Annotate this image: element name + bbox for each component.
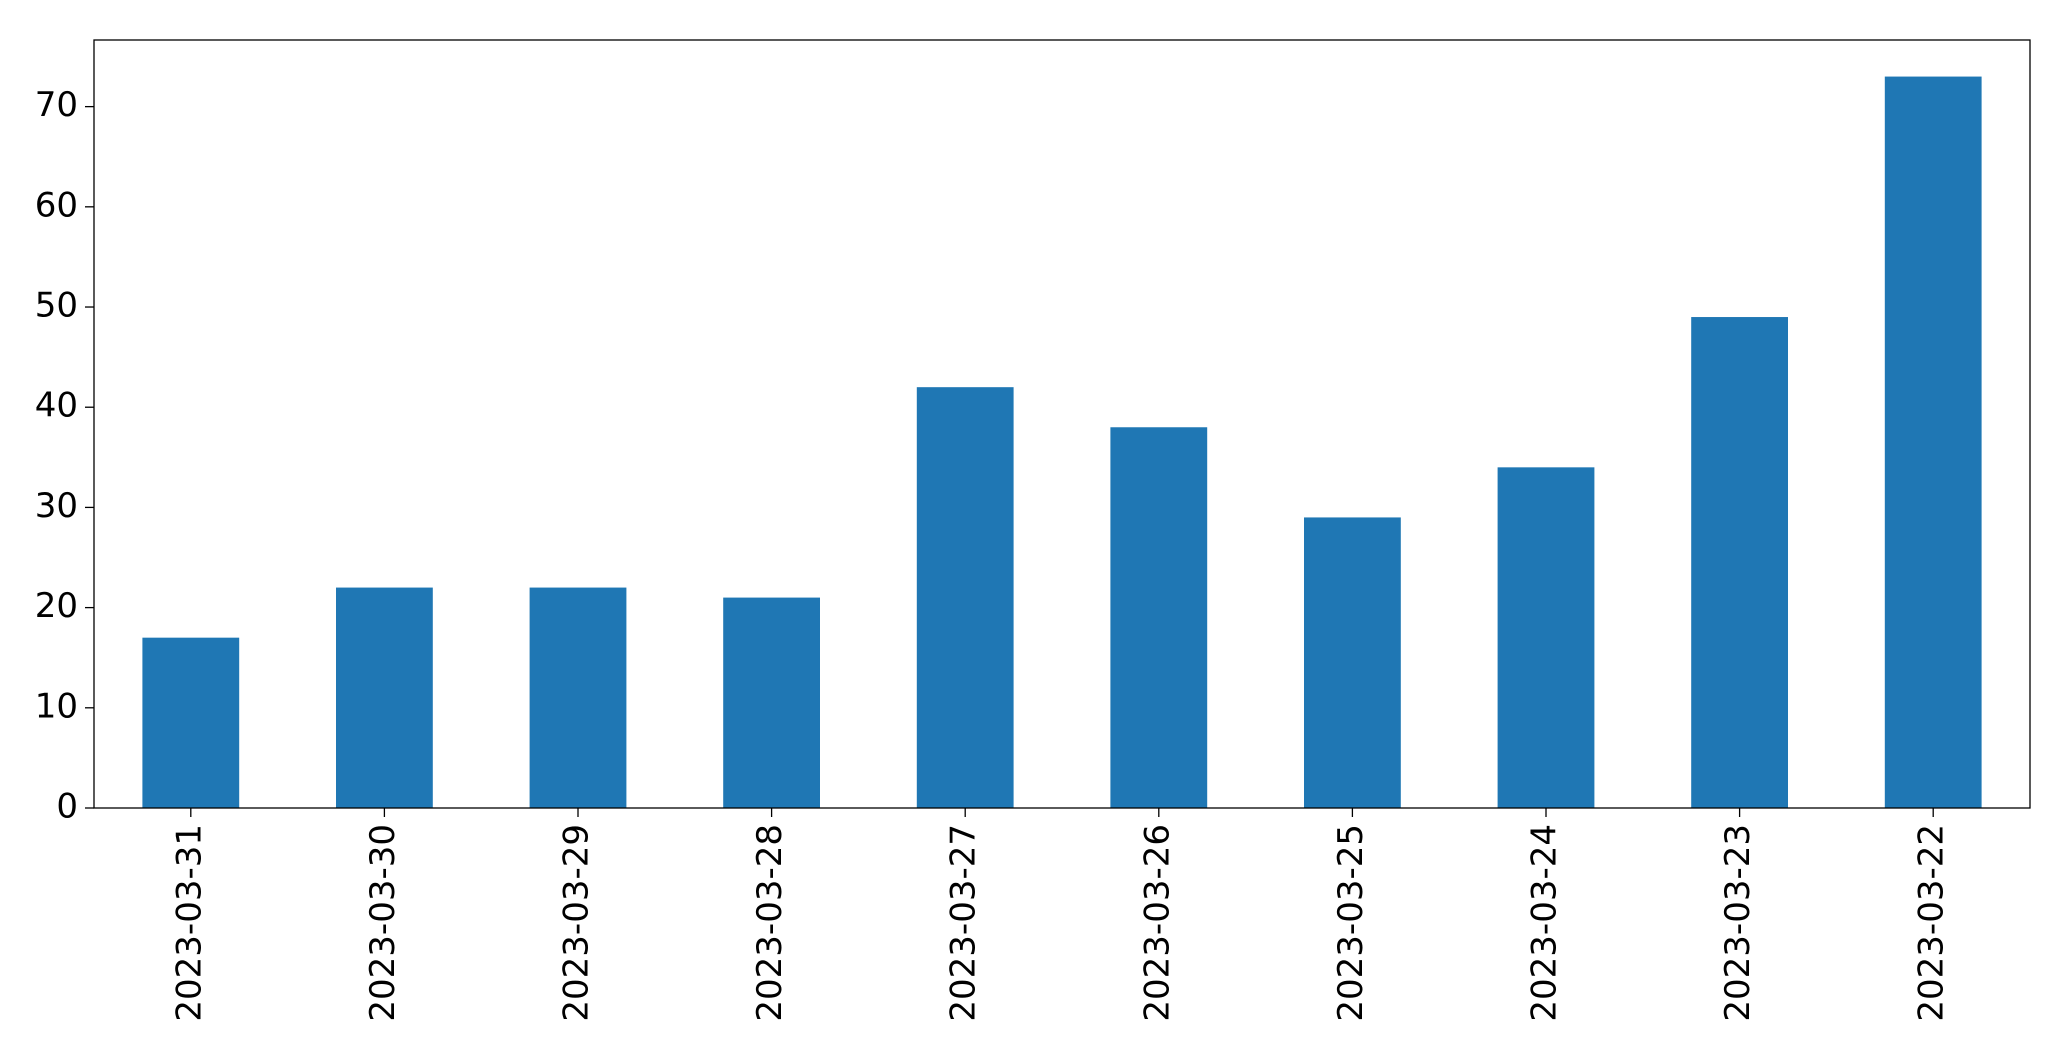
bar: [1497, 467, 1595, 808]
x-tick-label: 2023-03-28: [750, 824, 790, 1022]
bar: [723, 597, 820, 808]
plot-frame: [93, 39, 2031, 809]
bar: [142, 637, 240, 808]
y-tick-label: 50: [35, 286, 78, 326]
y-tick-label: 10: [35, 686, 78, 726]
y-tick-label: 20: [35, 586, 78, 626]
bar: [1110, 427, 1208, 808]
bar: [1884, 76, 1982, 809]
bar: [529, 587, 627, 808]
bar: [336, 587, 433, 808]
y-tick-label: 40: [35, 386, 78, 426]
x-tick-label: 2023-03-26: [1137, 824, 1177, 1022]
y-tick-label: 60: [35, 185, 78, 225]
x-tick-label: 2023-03-30: [363, 824, 403, 1022]
x-tick-label: 2023-03-24: [1525, 824, 1565, 1022]
bar: [1304, 517, 1401, 808]
y-tick-label: 70: [35, 85, 78, 125]
x-tick-label: 2023-03-31: [169, 824, 209, 1022]
y-tick-label: 30: [35, 486, 78, 526]
x-tick-label: 2023-03-23: [1718, 824, 1758, 1022]
y-tick-label: 0: [56, 787, 78, 827]
x-tick-label: 2023-03-29: [557, 824, 597, 1022]
bar: [1691, 317, 1788, 808]
x-tick-label: 2023-03-27: [944, 824, 984, 1022]
bar: [916, 387, 1014, 808]
x-tick-label: 2023-03-25: [1331, 824, 1371, 1022]
x-tick-label: 2023-03-22: [1912, 824, 1952, 1022]
